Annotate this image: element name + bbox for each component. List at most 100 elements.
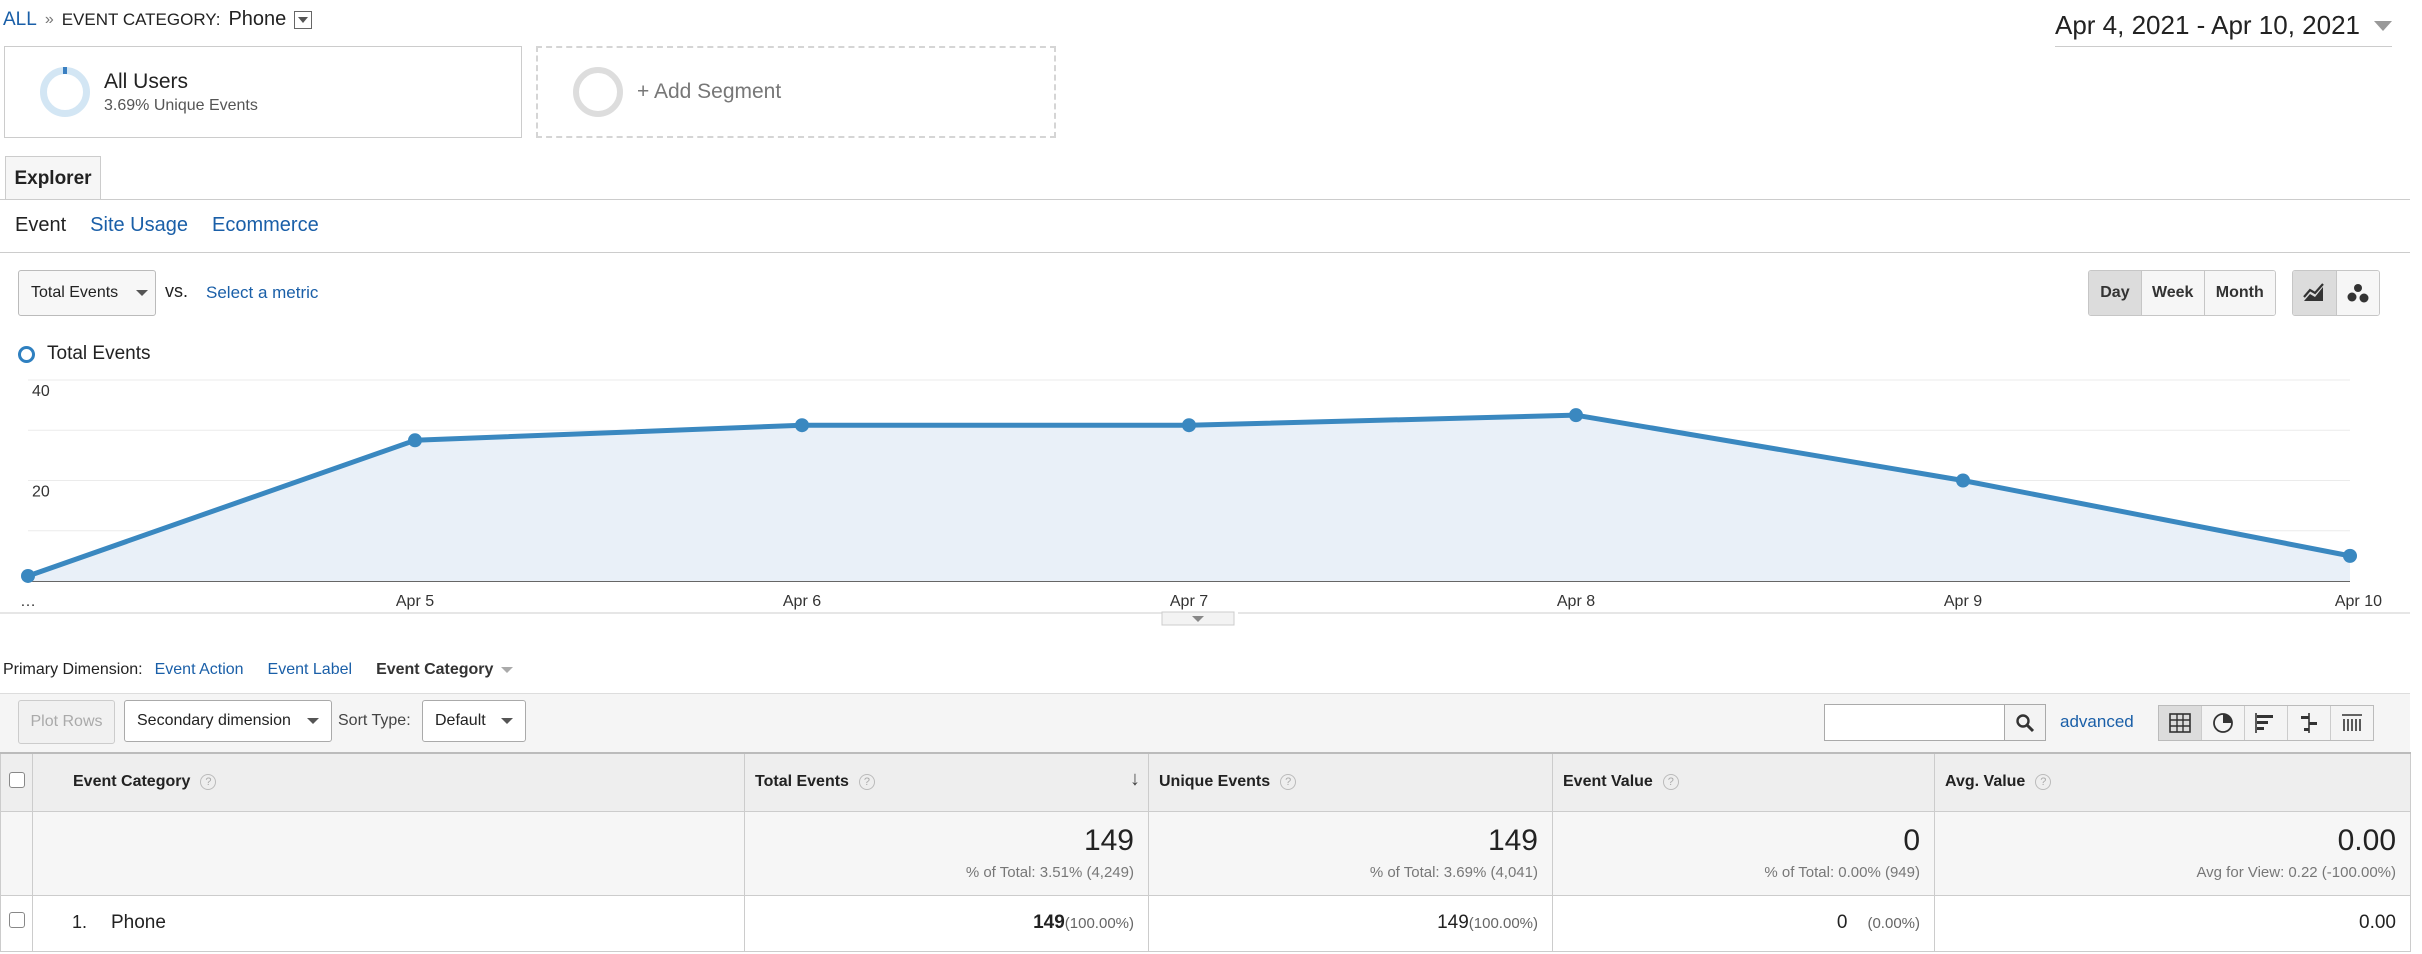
header-event-value[interactable]: Event Value? [1552,752,1935,812]
totals-total-events: 149 % of Total: 3.51% (4,249) [744,810,1149,896]
chart-point[interactable] [795,418,809,433]
table-view-comparison-button[interactable] [2288,706,2331,740]
line-chart-button[interactable] [2293,271,2337,315]
bubble-chart-icon [2347,284,2369,303]
header-label: Event Value [1563,773,1653,791]
chart-point[interactable] [2343,548,2357,563]
tab-explorer[interactable]: Explorer [5,156,101,200]
breadcrumb: ALL » EVENT CATEGORY: Phone [3,8,313,31]
sort-type-select[interactable]: Default [422,700,526,742]
sort-descending-icon: ↓ [1130,768,1140,790]
plot-rows-button[interactable]: Plot Rows [18,700,115,744]
table-row: 1. Phone 149(100.00%) 149(100.00%) 0 (0.00… [0,894,2411,952]
chart-point[interactable] [1182,418,1196,433]
line-chart: 20 40 … Apr 5 Apr 6 Apr 7 Apr 8 Apr 9 Apr 10 [0,379,2410,626]
date-range-picker[interactable]: Apr 4, 2021 - Apr 10, 2021 [2055,10,2392,47]
legend-dot-icon[interactable] [18,345,35,363]
date-range-text: Apr 4, 2021 - Apr 10, 2021 [2055,10,2360,40]
search-button[interactable] [2004,704,2046,741]
table-header-row: Event Category? Total Events? ↓ Unique Ev… [0,752,2411,812]
row-category-cell: 1. Phone [32,894,745,952]
chart-point[interactable] [1956,473,1970,488]
totals-empty-cell [0,810,33,896]
row-category-link[interactable]: Phone [111,912,166,933]
vs-label: vs. [165,281,189,301]
help-icon[interactable]: ? [2035,774,2052,791]
help-icon[interactable]: ? [1662,774,1679,791]
breadcrumb-all-link[interactable]: ALL [3,8,37,30]
secondary-dimension-label: Secondary dimension [137,712,291,729]
subtab-ecommerce[interactable]: Ecommerce [212,214,319,236]
period-week-button[interactable]: Week [2141,271,2205,315]
metric-select[interactable]: Total Events [18,270,156,316]
row-checkbox[interactable] [8,912,25,928]
header-total-events[interactable]: Total Events? ↓ [744,752,1149,812]
table-view-percentage-button[interactable] [2202,706,2245,740]
chevron-down-icon [136,290,149,296]
totals-event-value: 0 % of Total: 0.00% (949) [1552,810,1935,896]
breadcrumb-dropdown-button[interactable] [294,10,313,29]
comparison-icon [2301,713,2317,733]
x-tick-label: Apr 10 [2335,593,2382,610]
period-month-button[interactable]: Month [2204,271,2275,315]
row-checkbox-cell [0,894,33,952]
help-icon[interactable]: ? [1280,774,1297,791]
x-tick-label: Apr 8 [1557,593,1595,610]
chevron-down-icon [501,667,514,673]
table-view-data-button[interactable] [2159,706,2202,740]
motion-chart-button[interactable] [2336,271,2379,315]
tab-divider [0,199,2410,200]
x-tick-label: Apr 5 [396,593,434,610]
pivot-icon [2342,714,2362,731]
segment-ring-icon [40,67,90,117]
header-avg-value[interactable]: Avg. Value? [1934,752,2411,812]
pie-chart-icon [2213,713,2233,733]
legend-label: Total Events [47,343,151,364]
add-segment-label: + Add Segment [637,80,782,103]
dimension-event-action-link[interactable]: Event Action [154,661,244,678]
header-label: Total Events [755,773,849,791]
dimension-event-category-active[interactable]: Event Category [376,661,514,679]
chart-point[interactable] [21,568,35,583]
grid-icon [2169,713,2191,733]
period-day-button[interactable]: Day [2089,271,2142,315]
data-table: Event Category? Total Events? ↓ Unique Ev… [0,752,2411,952]
select-metric-link[interactable]: Select a metric [206,283,319,302]
add-segment-button[interactable]: + Add Segment [536,46,1056,138]
y-tick-label: 40 [32,383,50,400]
row-index: 1. [71,912,87,932]
chart-point[interactable] [408,433,422,448]
row-unique-events-value: 149 [1437,912,1469,933]
explorer-subtabs: Event Site Usage Ecommerce [15,214,319,237]
dimension-event-label-link[interactable]: Event Label [267,661,353,678]
select-all-checkbox[interactable] [8,771,25,788]
totals-unique-events: 149 % of Total: 3.69% (4,041) [1148,810,1553,896]
help-icon[interactable]: ? [858,774,875,791]
breadcrumb-value: Phone [228,8,287,30]
totals-label-cell [32,810,745,896]
row-total-events-value: 149 [1033,912,1065,933]
chart-point[interactable] [1569,408,1583,423]
chevron-down-icon [2374,20,2392,31]
table-view-pivot-button[interactable] [2331,706,2373,740]
table-view-performance-button[interactable] [2245,706,2288,740]
header-unique-events[interactable]: Unique Events? [1148,752,1553,812]
segment-all-users[interactable]: All Users 3.69% Unique Events [4,46,522,138]
help-icon[interactable]: ? [200,774,217,791]
row-event-value: 0 (0.00%) [1552,894,1935,952]
header-label: Unique Events [1159,773,1271,791]
secondary-dimension-select[interactable]: Secondary dimension [124,700,332,742]
row-event-value-pct: (0.00%) [1867,915,1920,932]
subtab-site-usage[interactable]: Site Usage [90,214,188,236]
advanced-filter-link[interactable]: advanced [2060,712,2134,731]
row-avg-value-value: 0.00 [2359,912,2396,933]
primary-dimension-bar: Primary Dimension: Event Action Event La… [3,661,514,679]
header-event-category[interactable]: Event Category? [32,752,745,812]
metric-select-value: Total Events [31,284,119,301]
totals-subtext: % of Total: 3.69% (4,041) [1369,863,1538,881]
totals-avg-value: 0.00 Avg for View: 0.22 (-100.00%) [1934,810,2411,896]
table-view-button-group [2158,705,2374,741]
subtab-event[interactable]: Event [15,214,67,236]
row-total-events: 149(100.00%) [744,894,1149,952]
row-avg-value: 0.00 [1934,894,2411,952]
